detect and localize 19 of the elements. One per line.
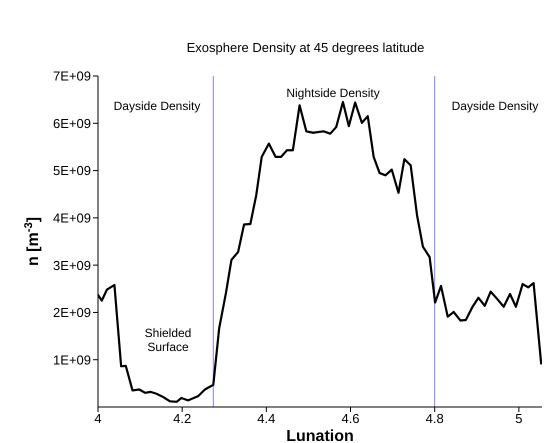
y-tick-label: 2E+09 <box>53 305 91 320</box>
annotation: Dayside Density <box>112 99 202 113</box>
x-tick-label: 4.2 <box>173 411 192 426</box>
y-tick-label: 7E+09 <box>53 68 91 84</box>
x-tick-label: 4.6 <box>341 411 360 426</box>
x-tick-label: 4 <box>94 411 102 426</box>
y-tick-label: 5E+09 <box>53 163 91 178</box>
x-tick-label: 5 <box>515 411 522 426</box>
x-tick-label: 4.4 <box>257 411 276 426</box>
x-tick-label: 4.8 <box>426 411 444 426</box>
chart-title: Exosphere Density at 45 degrees latitude <box>186 40 426 55</box>
y-tick-label: 4E+09 <box>53 210 91 226</box>
y-tick-label: 3E+09 <box>53 258 91 273</box>
annotation: Dayside Density <box>450 99 540 113</box>
y-tick-label: 6E+09 <box>53 116 91 131</box>
annotation: Shielded Surface <box>144 326 192 354</box>
y-tick-label: 1E+09 <box>53 352 91 368</box>
x-axis-title: Lunation <box>286 428 354 443</box>
annotation: Nightside Density <box>285 86 381 100</box>
